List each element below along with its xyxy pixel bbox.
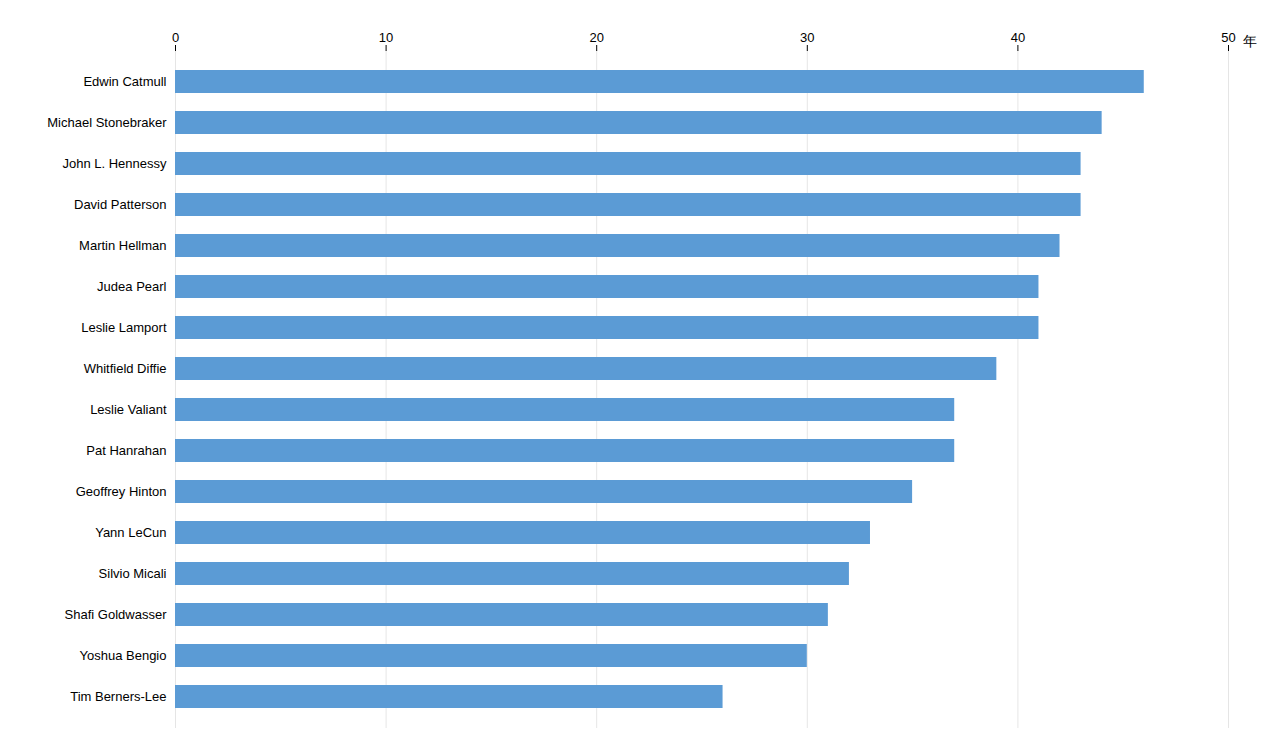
svg-text:Judea Pearl: Judea Pearl <box>97 279 166 294</box>
svg-text:0: 0 <box>172 30 179 45</box>
svg-text:John L. Hennessy: John L. Hennessy <box>62 156 167 171</box>
svg-text:年: 年 <box>1243 33 1257 49</box>
svg-text:10: 10 <box>379 30 393 45</box>
svg-text:30: 30 <box>800 30 814 45</box>
svg-text:Leslie Lamport: Leslie Lamport <box>81 320 167 335</box>
svg-text:40: 40 <box>1011 30 1025 45</box>
svg-text:Yoshua Bengio: Yoshua Bengio <box>80 648 167 663</box>
svg-text:Martin Hellman: Martin Hellman <box>79 238 166 253</box>
svg-text:Tim Berners-Lee: Tim Berners-Lee <box>70 689 166 704</box>
svg-text:Yann LeCun: Yann LeCun <box>95 525 166 540</box>
svg-text:Michael Stonebraker: Michael Stonebraker <box>47 115 167 130</box>
svg-text:Pat Hanrahan: Pat Hanrahan <box>86 443 166 458</box>
svg-text:Whitfield Diffie: Whitfield Diffie <box>84 361 167 376</box>
svg-text:David Patterson: David Patterson <box>74 197 167 212</box>
svg-text:Silvio Micali: Silvio Micali <box>99 566 167 581</box>
svg-text:50: 50 <box>1221 30 1235 45</box>
svg-text:Shafi Goldwasser: Shafi Goldwasser <box>65 607 168 622</box>
svg-text:20: 20 <box>589 30 603 45</box>
svg-text:Edwin Catmull: Edwin Catmull <box>83 74 166 89</box>
svg-text:Geoffrey Hinton: Geoffrey Hinton <box>76 484 167 499</box>
svg-text:Leslie Valiant: Leslie Valiant <box>90 402 167 417</box>
